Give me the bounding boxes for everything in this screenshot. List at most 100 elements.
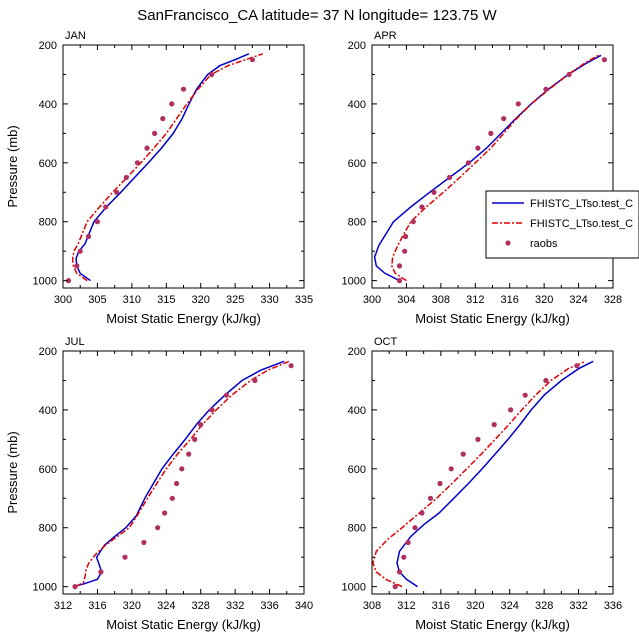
- raobs-point-jan-7: [123, 174, 129, 181]
- raobs-point-oct-2: [401, 554, 407, 560]
- panel-apr: 300 304 308 312 316 320 324 328 200 400 600 800 1000…: [342, 30, 623, 326]
- raobs-point-jan-13: [180, 86, 187, 92]
- x-tick-label-oct-4: 324: [501, 600, 519, 612]
- y-tick-label-jul-4: 1000: [33, 582, 57, 594]
- y-tick-label-jan-2: 600: [39, 158, 57, 170]
- x-tick-label-apr-5: 320: [535, 294, 553, 306]
- raobs-point-oct-1: [396, 569, 403, 575]
- y-axis-label-jul: Pressure (mb): [5, 431, 20, 513]
- raobs-point-apr-3: [403, 233, 409, 240]
- series-line-apr-2: [391, 54, 599, 282]
- x-axis-label-oct: Moist Static Energy (kJ/kg): [415, 617, 570, 632]
- raobs-point-jul-13: [223, 392, 230, 398]
- y-tick-label-apr-4: 1000: [342, 276, 366, 288]
- series-line-jul-2: [75, 360, 290, 588]
- y-tick-label-jan-0: 200: [39, 40, 57, 52]
- y-tick-label-oct-4: 1000: [342, 582, 366, 594]
- y-tick-label-oct-2: 600: [348, 464, 366, 476]
- panel-label-jan: JAN: [65, 30, 86, 42]
- raobs-point-oct-5: [419, 510, 425, 516]
- raobs-point-jul-14: [252, 377, 258, 384]
- x-tick-label-oct-3: 320: [466, 600, 484, 612]
- raobs-point-jan-5: [103, 204, 109, 210]
- x-tick-label-jul-7: 340: [295, 600, 313, 612]
- y-tick-label-jan-1: 400: [39, 99, 57, 111]
- x-tick-label-jul-6: 336: [260, 600, 278, 612]
- raobs-point-apr-12: [515, 101, 521, 107]
- raobs-point-oct-10: [475, 436, 481, 442]
- raobs-point-jan-1: [74, 263, 80, 269]
- y-tick-label-jan-4: 1000: [33, 276, 57, 288]
- y-tick-label-jan-3: 800: [39, 217, 57, 229]
- y-tick-label-apr-1: 400: [348, 99, 366, 111]
- raobs-point-jul-0: [72, 584, 78, 590]
- raobs-point-jan-8: [134, 160, 140, 166]
- raobs-point-jan-10: [152, 130, 158, 136]
- raobs-point-jan-11: [160, 116, 166, 122]
- raobs-point-apr-11: [501, 116, 507, 122]
- panel-jan: 300 305 310 315 320 325 330 335 200 400 600 800 1000…: [5, 30, 313, 326]
- x-tick-label-jul-3: 324: [157, 600, 175, 612]
- raobs-point-jul-11: [198, 422, 204, 428]
- raobs-point-jul-12: [209, 407, 215, 413]
- raobs-point-jan-6: [114, 189, 120, 195]
- y-tick-label-jul-0: 200: [39, 346, 57, 358]
- y-tick-label-oct-0: 200: [348, 346, 366, 358]
- x-tick-label-jan-4: 320: [192, 294, 210, 306]
- legend-label-0: FHISTC_LTso.test_C: [530, 198, 633, 210]
- raobs-point-oct-12: [508, 407, 514, 413]
- panel-label-jul: JUL: [65, 336, 85, 348]
- plot-frame-jan: [62, 44, 305, 289]
- legend-box: [485, 190, 639, 259]
- raobs-point-jul-10: [192, 436, 198, 442]
- raobs-point-apr-8: [465, 160, 471, 166]
- panel-label-oct: OCT: [374, 336, 398, 348]
- legend-marker-2: [505, 240, 511, 246]
- x-tick-label-jul-0: 312: [54, 600, 72, 612]
- x-tick-label-jul-4: 328: [192, 600, 210, 612]
- raobs-point-oct-6: [427, 495, 434, 501]
- x-tick-label-apr-4: 316: [501, 294, 519, 306]
- raobs-point-oct-9: [460, 451, 466, 457]
- raobs-point-oct-11: [491, 422, 497, 428]
- raobs-point-apr-9: [475, 145, 481, 151]
- y-tick-label-oct-1: 400: [348, 405, 366, 417]
- raobs-point-oct-7: [437, 480, 443, 487]
- raobs-point-apr-5: [419, 204, 425, 210]
- raobs-point-jul-6: [169, 495, 175, 501]
- raobs-point-jul-2: [122, 554, 128, 560]
- raobs-point-jul-1: [98, 569, 104, 575]
- raobs-point-jan-9: [144, 145, 150, 151]
- y-axis-label-jan: Pressure (mb): [5, 125, 20, 207]
- raobs-point-apr-13: [543, 86, 549, 92]
- raobs-point-jul-8: [179, 466, 185, 472]
- raobs-point-apr-4: [410, 219, 416, 225]
- x-tick-label-jul-2: 320: [123, 600, 141, 612]
- raobs-point-jul-5: [162, 510, 168, 516]
- series-line-jan-2: [71, 53, 263, 282]
- x-tick-label-apr-7: 328: [604, 294, 622, 306]
- raobs-point-apr-0: [396, 278, 403, 284]
- raobs-point-jan-15: [249, 57, 255, 63]
- raobs-point-jan-12: [169, 101, 175, 107]
- panel-oct: 308 312 316 320 324 328 332 336 200 400 600 800 1000…: [342, 336, 623, 632]
- raobs-point-jan-2: [77, 248, 83, 254]
- x-tick-label-jul-5: 332: [226, 600, 244, 612]
- y-tick-label-oct-3: 800: [348, 523, 366, 535]
- y-tick-label-apr-0: 200: [348, 40, 366, 52]
- raobs-point-oct-8: [448, 466, 454, 472]
- raobs-point-jan-3: [85, 233, 92, 240]
- panel-label-apr: APR: [374, 30, 397, 42]
- x-tick-label-oct-6: 332: [569, 600, 587, 612]
- y-tick-label-jul-3: 800: [39, 523, 57, 535]
- raobs-point-oct-14: [543, 377, 549, 384]
- legend: FHISTC_LTso.test_C FHISTC_LTso.test_Craob…: [485, 190, 639, 259]
- x-tick-label-oct-2: 316: [432, 600, 450, 612]
- raobs-point-oct-4: [412, 525, 418, 531]
- series-line-jan-1: [75, 53, 250, 282]
- x-tick-label-jan-5: 325: [226, 294, 244, 306]
- x-axis-label-jan: Moist Static Energy (kJ/kg): [106, 311, 261, 326]
- panel-jul: 312 316 320 324 328 332 336 340 200 400 600 800 1000…: [5, 336, 313, 632]
- raobs-point-jan-14: [209, 71, 215, 78]
